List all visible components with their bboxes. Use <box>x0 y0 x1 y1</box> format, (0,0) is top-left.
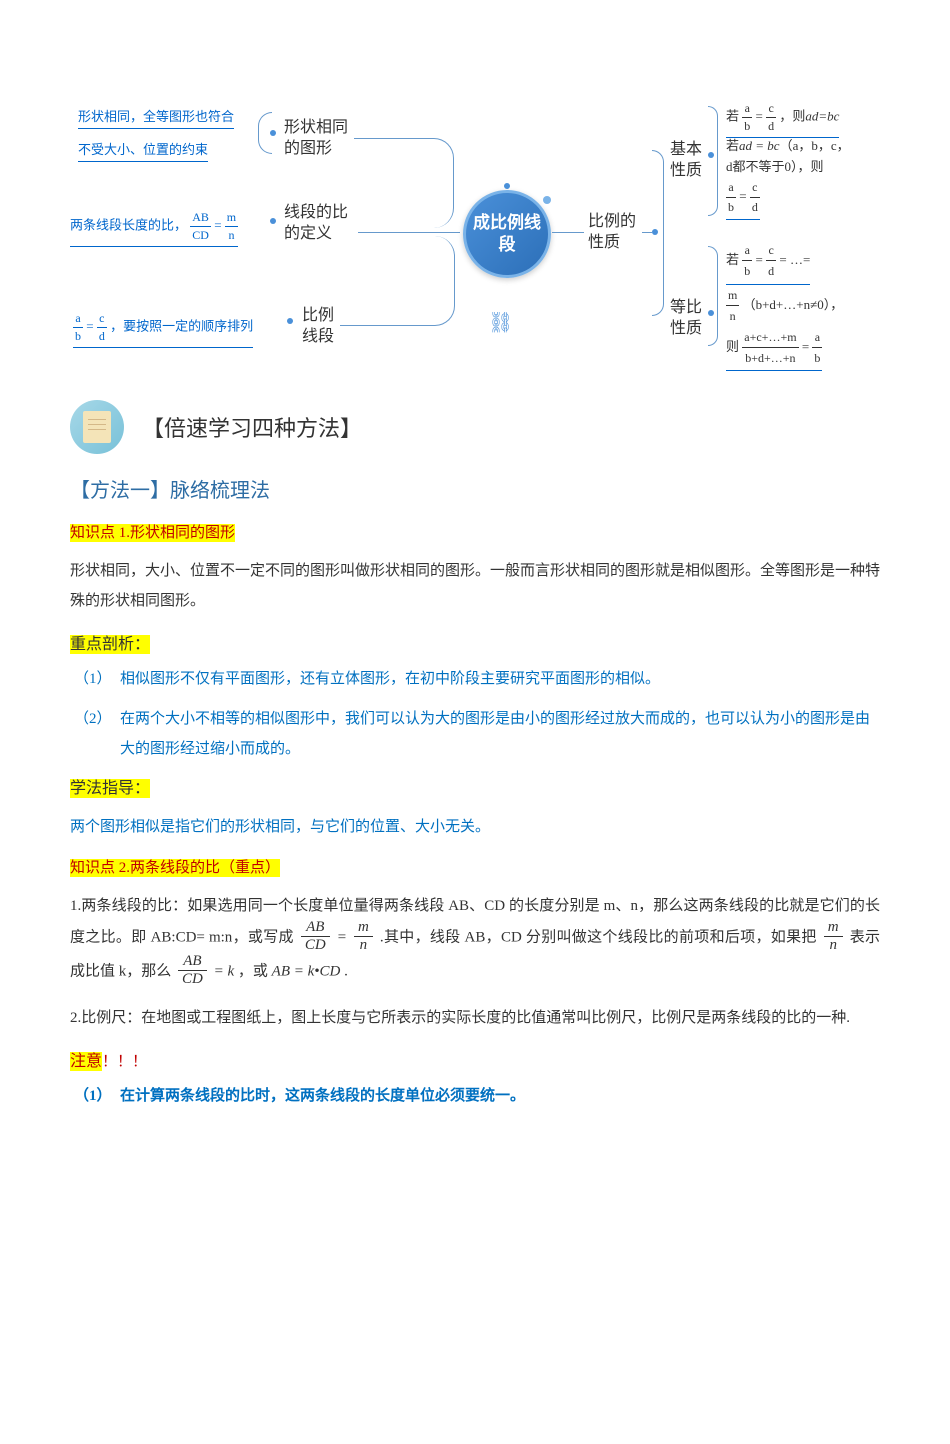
kp2-p1: 1.两条线段的比：如果选用同一个长度单位量得两条线段 AB、CD 的长度分别是 … <box>70 891 880 989</box>
kp1-body: 形状相同，大小、位置不一定不同的图形叫做形状相同的图形。一般而言形状相同的图形就… <box>70 556 880 616</box>
left-top-line2: 不受大小、位置的约束 <box>78 141 208 162</box>
basic-2: 若ad = bc（a，b，c， d都不等于0），则 ab = cd <box>726 136 850 220</box>
marker-2: （2） <box>70 704 120 764</box>
center-circle: 成比例线段 <box>463 190 551 278</box>
kp1: 知识点 1.形状相同的图形 <box>70 521 880 542</box>
left-mid-pre: 两条线段长度的比， <box>70 217 187 232</box>
analysis-1-text: 相似图形不仅有平面图形，还有立体图形，在初中阶段主要研究平面图形的相似。 <box>120 664 880 694</box>
warn-text: 在计算两条线段的比时，这两条线段的长度单位必须要统一。 <box>120 1081 880 1111</box>
branch-def: 线段的比的定义 <box>284 203 348 245</box>
marker-1: （1） <box>70 664 120 694</box>
notebook-icon <box>70 400 124 454</box>
concept-diagram: 形状相同，全等图形也符合 不受大小、位置的约束 形状相同的图形 两条线段长度的比… <box>70 100 880 370</box>
analysis-item-1: （1） 相似图形不仅有平面图形，还有立体图形，在初中阶段主要研究平面图形的相似。 <box>70 664 880 694</box>
branch-shape: 形状相同的图形 <box>284 118 348 160</box>
diagram-left-bot: ab = cd ，要按照一定的顺序排列 <box>73 310 253 348</box>
warn-title: 注意 <box>70 1052 102 1071</box>
warn-header: 注意！！！ <box>70 1047 880 1071</box>
guide-body: 两个图形相似是指它们的形状相同，与它们的位置、大小无关。 <box>70 812 880 842</box>
kp2-p2: 2.比例尺：在地图或工程图纸上，图上长度与它所表示的实际长度的比值通常叫比例尺，… <box>70 1003 880 1033</box>
section-title: 【倍速学习四种方法】 <box>142 411 362 443</box>
pedestal-icon: ⛓ <box>488 310 513 335</box>
branch-prop: 比例线段 <box>302 306 334 348</box>
left-top-line1: 形状相同，全等图形也符合 <box>78 108 234 129</box>
basic-prop-label: 基本性质 <box>670 140 702 182</box>
analysis-title: 重点剖析： <box>70 635 150 654</box>
kp1-title: 知识点 1.形状相同的图形 <box>70 524 235 542</box>
diagram-left-top: 形状相同，全等图形也符合 不受大小、位置的约束 <box>78 108 234 162</box>
analysis-list: （1） 相似图形不仅有平面图形，还有立体图形，在初中阶段主要研究平面图形的相似。… <box>70 664 880 764</box>
warn-item-1: （1） 在计算两条线段的比时，这两条线段的长度单位必须要统一。 <box>70 1081 880 1111</box>
equal-prop-label: 等比性质 <box>670 298 702 340</box>
warn-marks: ！！！ <box>102 1054 147 1070</box>
guide-header: 学法指导： <box>70 774 880 798</box>
right-bracket <box>652 150 664 316</box>
guide-title: 学法指导： <box>70 779 150 798</box>
equal-prop: 若 ab = cd = …= mn （b+d+…+n≠0）， 则 a+c+…+m… <box>726 240 843 371</box>
analysis-item-2: （2） 在两个大小不相等的相似图形中，我们可以认为大的图形是由小的图形经过放大而… <box>70 704 880 764</box>
basic-1: 若 ab = cd ，则ad=bc <box>726 100 839 138</box>
analysis-2-text: 在两个大小不相等的相似图形中，我们可以认为大的图形是由小的图形经过放大而成的，也… <box>120 704 880 764</box>
warn-marker: （1） <box>70 1081 120 1111</box>
method-1-title: 【方法一】脉络梳理法 <box>70 474 880 503</box>
curve-2 <box>340 236 455 326</box>
curve-1 <box>354 138 454 228</box>
section-header: 【倍速学习四种方法】 <box>70 400 880 454</box>
diagram-left-mid: 两条线段长度的比， ABCD = mn <box>70 209 238 247</box>
warn-list: （1） 在计算两条线段的比时，这两条线段的长度单位必须要统一。 <box>70 1081 880 1111</box>
kp2: 知识点 2.两条线段的比（重点） <box>70 856 880 877</box>
analysis-header: 重点剖析： <box>70 630 880 654</box>
kp2-title: 知识点 2.两条线段的比（重点） <box>70 859 280 877</box>
right-branch: 比例的性质 <box>588 212 636 254</box>
